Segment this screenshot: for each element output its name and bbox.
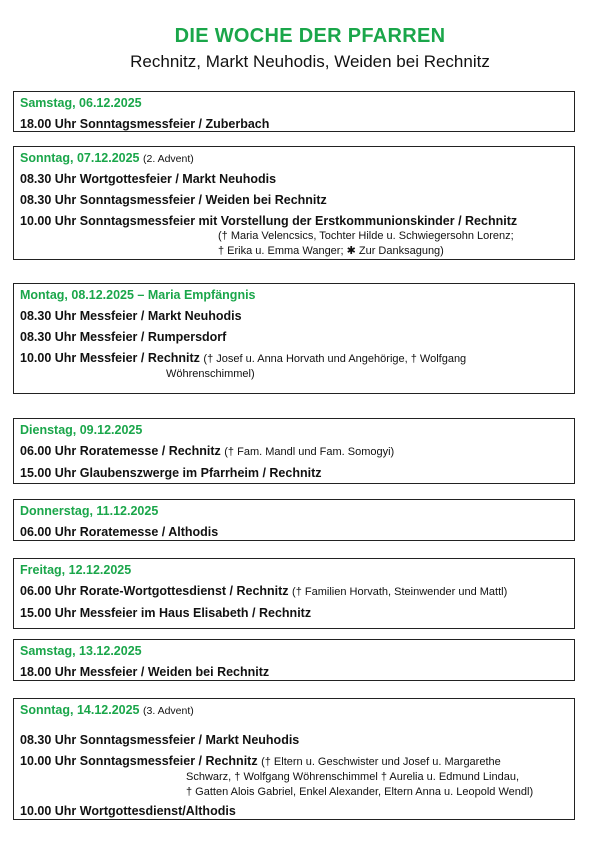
entry: 10.00 Uhr Sonntagsmessfeier / Rechnitz (… [20,754,568,770]
entry: 15.00 Uhr Messfeier im Haus Elisabeth / … [20,606,312,620]
day-heading: Samstag, 13.12.2025 [20,644,142,658]
entry: 08.30 Uhr Sonntagsmessfeier / Markt Neuh… [20,733,300,747]
day-block-donnerstag-11: Donnerstag, 11.12.2025 06.00 Uhr Roratem… [13,499,575,541]
day-heading: Dienstag, 09.12.2025 [20,423,143,437]
day-block-freitag-12: Freitag, 12.12.2025 06.00 Uhr Rorate-Wor… [13,558,575,629]
day-block-sonntag-14: Sonntag, 14.12.2025 (3. Advent) 08.30 Uh… [13,698,575,820]
entry: 06.00 Uhr Rorate-Wortgottesdienst / Rech… [20,584,568,600]
entry: 10.00 Uhr Sonntagsmessfeier mit Vorstell… [20,214,518,228]
entry-note: † Gatten Alois Gabriel, Enkel Alexander,… [186,786,534,798]
entry-note: († Familien Horvath, Steinwender und Mat… [292,586,508,598]
entry-main: 10.00 Uhr Sonntagsmessfeier / Rechnitz [20,754,258,768]
day-block-sonntag-07: Sonntag, 07.12.2025 (2. Advent) 08.30 Uh… [13,146,575,260]
day-heading: Sonntag, 07.12.2025 (2. Advent) [20,149,568,169]
day-block-samstag-13: Samstag, 13.12.2025 18.00 Uhr Messfeier … [13,639,575,681]
entry-note: († Eltern u. Geschwister und Josef u. Ma… [261,756,501,768]
day-block-dienstag-09: Dienstag, 09.12.2025 06.00 Uhr Roratemes… [13,418,575,484]
day-block-montag-08: Montag, 08.12.2025 – Maria Empfängnis 08… [13,283,575,394]
day-heading: Donnerstag, 11.12.2025 [20,504,159,518]
day-heading: Freitag, 12.12.2025 [20,563,132,577]
entry: 08.30 Uhr Messfeier / Markt Neuhodis [20,309,242,323]
entry-note: Wöhrenschimmel) [166,368,255,380]
entry: 06.00 Uhr Roratemesse / Althodis [20,525,219,539]
entry: 10.00 Uhr Wortgottesdienst/Althodis [20,804,236,818]
day-label: Sonntag, 14.12.2025 [20,703,140,717]
day-heading: Montag, 08.12.2025 – Maria Empfängnis [20,288,256,302]
day-heading: Samstag, 06.12.2025 [20,96,142,110]
entry: 18.00 Uhr Sonntagsmessfeier / Zuberbach [20,117,270,131]
entry: 08.30 Uhr Messfeier / Rumpersdorf [20,330,227,344]
day-block-samstag-06: Samstag, 06.12.2025 18.00 Uhr Sonntagsme… [13,91,575,132]
entry-note: Schwarz, † Wolfgang Wöhrenschimmel † Aur… [186,771,520,783]
day-extra: (2. Advent) [143,153,194,165]
entry-main: 06.00 Uhr Rorate-Wortgottesdienst / Rech… [20,584,289,598]
entry: 08.30 Uhr Wortgottesfeier / Markt Neuhod… [20,172,277,186]
entry: 15.00 Uhr Glaubenszwerge im Pfarrheim / … [20,466,322,480]
entry: 08.30 Uhr Sonntagsmessfeier / Weiden bei… [20,193,327,207]
entry: 18.00 Uhr Messfeier / Weiden bei Rechnit… [20,665,270,679]
entry-note: († Josef u. Anna Horvath und Angehörige,… [203,353,467,365]
entry: 06.00 Uhr Roratemesse / Rechnitz († Fam.… [20,444,568,460]
entry-note: († Fam. Mandl und Fam. Somogyi) [224,446,395,458]
entry-note: † Erika u. Emma Wanger; ✱ Zur Danksagung… [218,245,444,257]
entry-main: 06.00 Uhr Roratemesse / Rechnitz [20,444,221,458]
day-label: Sonntag, 07.12.2025 [20,151,140,165]
entry-main: 10.00 Uhr Messfeier / Rechnitz [20,351,200,365]
entry-note: († Maria Velencsics, Tochter Hilde u. Sc… [218,230,514,242]
day-extra: (3. Advent) [143,705,194,717]
entry: 10.00 Uhr Messfeier / Rechnitz († Josef … [20,351,568,367]
page-subtitle: Rechnitz, Markt Neuhodis, Weiden bei Rec… [130,52,490,71]
day-heading: Sonntag, 14.12.2025 (3. Advent) [20,701,568,721]
page-title: DIE WOCHE DER PFARREN [174,25,446,47]
